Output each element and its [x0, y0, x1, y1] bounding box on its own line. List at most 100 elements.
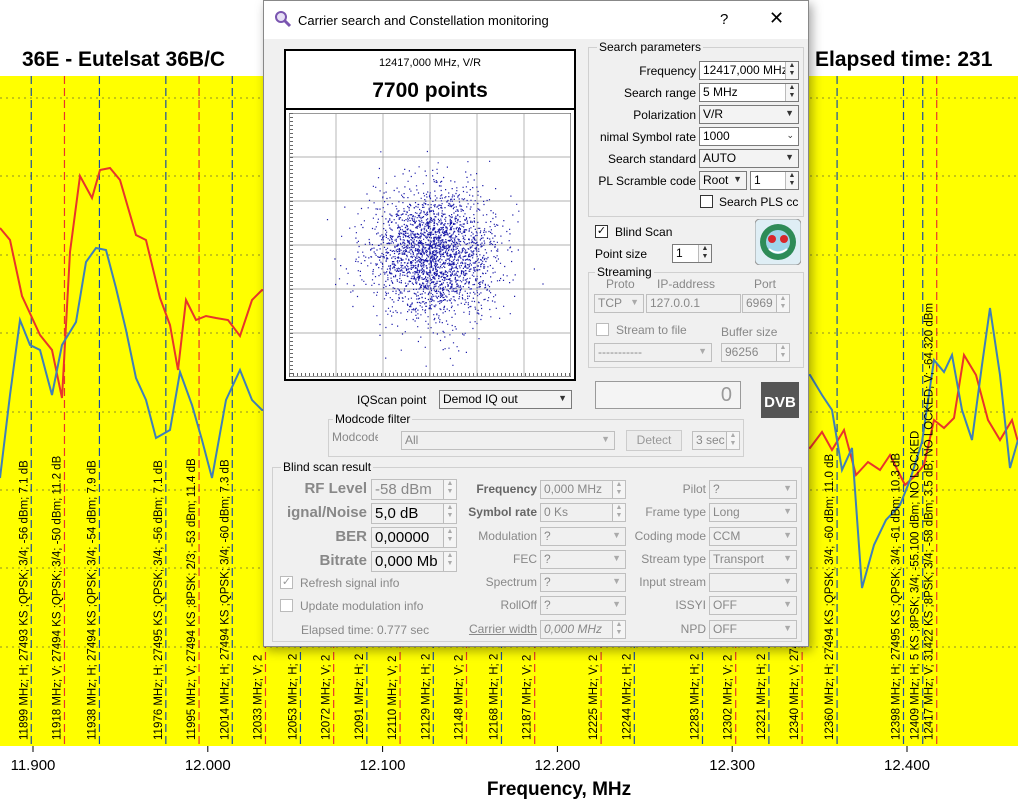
buffer-size-label: Buffer size — [721, 325, 778, 339]
carrier-width-label[interactable]: Carrier width — [468, 622, 537, 636]
frame-type-select[interactable]: Long ▼ — [709, 503, 797, 522]
issyi-select[interactable]: OFF ▼ — [709, 596, 797, 615]
constellation-tick — [545, 373, 546, 376]
carrier-label: 12168 MHz; H; 2 — [488, 654, 500, 740]
refresh-signal-checkbox[interactable]: ✓ — [280, 576, 293, 589]
buffer-size-input[interactable]: 96256 ▲ ▼ — [721, 343, 790, 362]
frequency-spin-icon[interactable]: ▲ ▼ — [785, 62, 798, 79]
carrier-label: 11918 MHz; V; 27494 KS ;QPSK; 3/4; -50 d… — [51, 455, 63, 740]
timeout-input[interactable]: 3 sec ▲ ▼ — [692, 431, 740, 450]
buffer-spin-icon[interactable]: ▲ ▼ — [776, 344, 789, 361]
pl-scramble-value-input[interactable]: 1 ▲ ▼ — [750, 171, 799, 190]
constellation-tick — [290, 281, 293, 282]
fec-select[interactable]: ? ▼ — [540, 550, 626, 569]
constellation-tick — [321, 373, 322, 376]
frequency-input[interactable]: 12417,000 MHz ▲ ▼ — [699, 61, 799, 80]
constellation-tick — [313, 373, 314, 376]
dropdown-arrow-icon: ▼ — [612, 576, 621, 586]
ip-address-input[interactable]: 127.0.0.1 — [646, 294, 741, 313]
ber-label: BER — [335, 528, 367, 545]
stream-to-file-checkbox[interactable] — [596, 323, 609, 336]
carrier-label: 12129 MHz; H; 2 — [420, 654, 432, 740]
modulation-label: Modulation — [478, 529, 537, 543]
blind-scan-checkbox[interactable]: ✓ — [595, 225, 608, 238]
sr-spin-icon: ▲ ▼ — [612, 504, 625, 521]
app-logo-icon[interactable] — [755, 219, 801, 265]
constellation-tick — [357, 373, 358, 376]
pilot-select[interactable]: ? ▼ — [709, 480, 797, 499]
modulation-select[interactable]: ? ▼ — [540, 527, 626, 546]
constellation-tick — [290, 253, 293, 254]
port-input[interactable]: 6969 ▲ ▼ — [742, 294, 790, 313]
carrier-labels: 11880 MHz; V; 27493 KS ;QPSK; 3/4; -52 d… — [18, 303, 935, 740]
svg-text:DVB: DVB — [764, 394, 796, 411]
stream-file-select[interactable]: ----------- ▼ — [594, 343, 712, 362]
stream-type-select[interactable]: Transport ▼ — [709, 550, 797, 569]
port-spin-icon[interactable]: ▲ ▼ — [776, 295, 789, 312]
help-button[interactable]: ? — [720, 11, 729, 28]
input-stream-select[interactable]: ▼ — [709, 573, 797, 592]
constellation-tick — [290, 305, 293, 306]
constellation-tick — [290, 125, 293, 126]
bitrate-field: 0,000 Mb ▲ ▼ — [371, 551, 457, 572]
search-pls-checkbox[interactable] — [700, 195, 713, 208]
stream-type-label: Stream type — [641, 552, 706, 566]
carrier-label: 12409 MHz; H; 5 KS ;8PSK; 3/4; -55.100 d… — [910, 431, 922, 740]
constellation-tick — [290, 325, 293, 326]
update-modulation-checkbox[interactable] — [280, 599, 293, 612]
spectrum-select[interactable]: ? ▼ — [540, 573, 626, 592]
close-button[interactable]: ✕ — [769, 8, 785, 28]
proto-select[interactable]: TCP ▼ — [594, 294, 644, 313]
carrier-label: 12225 MHz; V; 2 — [588, 655, 600, 740]
carrier-label: 11976 MHz; H; 27495 KS ;QPSK; 3/4; -56 d… — [153, 460, 165, 740]
constellation-tick — [290, 129, 293, 130]
search-pls-label: Search PLS cc — [719, 195, 799, 209]
pl-scramble-spin-icon[interactable]: ▲ ▼ — [785, 172, 798, 189]
npd-select[interactable]: OFF ▼ — [709, 620, 797, 639]
coding-mode-select[interactable]: CCM ▼ — [709, 527, 797, 546]
sn-spin-icon: ▲ ▼ — [443, 504, 456, 523]
rf-spin-icon: ▲ ▼ — [443, 480, 456, 499]
constellation-tick — [345, 373, 346, 376]
constellation-tick — [569, 373, 570, 376]
constellation-tick — [417, 373, 418, 376]
modcode-select[interactable]: All ▼ — [401, 431, 615, 450]
ip-address-label: IP-address — [657, 277, 716, 291]
constellation-tick — [377, 373, 378, 376]
search-range-spin-icon[interactable]: ▲ ▼ — [785, 84, 798, 101]
coding-mode-label: Coding mode — [634, 529, 706, 543]
search-range-input[interactable]: 5 MHz ▲ ▼ — [699, 83, 799, 102]
symbol-rate-select[interactable]: 1000 ⌄ — [699, 127, 799, 146]
detect-button[interactable]: Detect — [626, 430, 682, 451]
carrier-label: 12110 MHz; V; 2 — [387, 656, 399, 740]
constellation-tick — [541, 373, 542, 376]
search-standard-select[interactable]: AUTO ▼ — [699, 149, 799, 168]
constellation-tick — [290, 145, 293, 146]
pl-scramble-mode-select[interactable]: Root ▼ — [699, 171, 747, 190]
dropdown-arrow-icon: ▼ — [558, 393, 567, 403]
constellation-tick — [290, 373, 293, 374]
constellation-tick — [513, 373, 514, 376]
constellation-tick — [290, 333, 293, 334]
ber-field: 0,00000 ▲ ▼ — [371, 527, 457, 548]
point-size-spin-icon[interactable]: ▲ ▼ — [698, 245, 711, 262]
dropdown-arrow-icon: ▼ — [783, 576, 792, 586]
constellation-tick — [425, 373, 426, 376]
search-range-label: Search range — [623, 86, 696, 100]
carrier-search-dialog: Carrier search and Constellation monitor… — [263, 0, 809, 647]
constellation-tick — [549, 373, 550, 376]
constellation-tick — [290, 309, 293, 310]
carrier-label: 11938 MHz; H; 27494 KS ;QPSK; 3/4; -54 d… — [86, 460, 98, 740]
constellation-tick — [290, 317, 293, 318]
rolloff-select[interactable]: ? ▼ — [540, 596, 626, 615]
timeout-spin-icon[interactable]: ▲ ▼ — [726, 432, 739, 449]
iqscan-select[interactable]: Demod IQ out ▼ — [439, 390, 572, 409]
constellation-tick — [290, 137, 293, 138]
signal-noise-field: 5,0 dB ▲ ▼ — [371, 503, 457, 524]
polarization-select[interactable]: V/R ▼ — [699, 105, 799, 124]
point-size-input[interactable]: 1 ▲ ▼ — [672, 244, 712, 263]
red-spectrum-line — [0, 166, 1018, 487]
constellation-tick — [353, 373, 354, 376]
constellation-tick — [401, 373, 402, 376]
streaming-title: Streaming — [595, 265, 654, 279]
